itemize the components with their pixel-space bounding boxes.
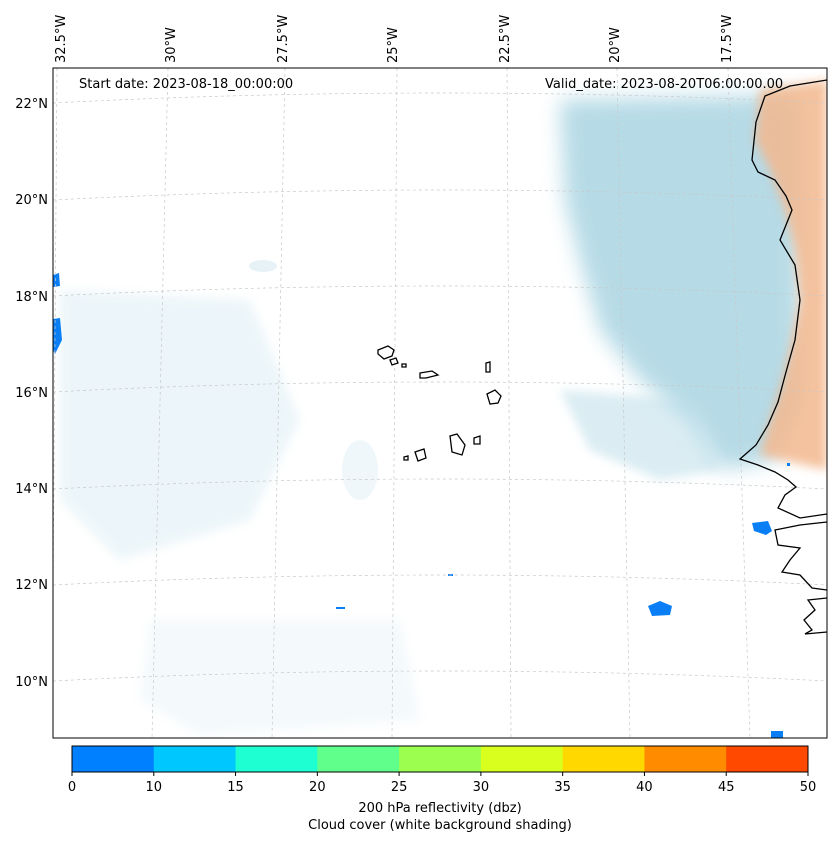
colorbar-tick-label: 20 xyxy=(309,780,326,795)
coastline xyxy=(377,79,827,635)
colorbar-swatch xyxy=(235,746,318,772)
echo-cell xyxy=(771,731,783,738)
santiago-island xyxy=(449,433,466,456)
sal-island xyxy=(485,361,491,373)
colorbar-swatch xyxy=(72,746,155,772)
colorbar-swatch xyxy=(644,746,727,772)
fogo-island xyxy=(414,448,427,462)
colorbar-tick-label: 50 xyxy=(799,780,817,795)
santo-antao-island xyxy=(377,345,395,360)
colorbar-tick-marks xyxy=(71,772,809,776)
colorbar-tick-label: 10 xyxy=(145,780,163,795)
maio-island xyxy=(473,435,481,445)
colorbar-tick-label: 35 xyxy=(554,780,571,795)
sao-vicente-island xyxy=(389,357,399,366)
meridian xyxy=(506,68,512,738)
cloud-cover-shading xyxy=(60,95,800,735)
cloud-patch-south-east xyxy=(560,390,720,480)
cloud-patch-west xyxy=(60,290,300,560)
guinea-bissau-coast xyxy=(803,597,827,635)
lon-label: 30°W xyxy=(164,27,179,63)
start-date-label: Start date: 2023-08-18_00:00:00 xyxy=(79,77,294,92)
lat-label: 22°N xyxy=(15,97,48,112)
parallel xyxy=(53,381,827,393)
colorbar-frame xyxy=(71,745,809,773)
map-frame xyxy=(52,67,828,739)
echo-cell xyxy=(648,601,672,616)
meridian xyxy=(616,68,631,738)
sao-nicolau-island xyxy=(419,370,440,379)
echo-cell xyxy=(53,273,60,287)
cloud-blob-small xyxy=(249,260,277,272)
lon-label: 25°W xyxy=(386,27,401,63)
parallel xyxy=(53,285,827,297)
meridian xyxy=(727,68,751,738)
land-reflectivity-shading xyxy=(755,80,827,470)
parallel xyxy=(53,574,827,586)
lon-label: 17.5°W xyxy=(720,14,735,63)
lat-label: 12°N xyxy=(15,578,48,593)
lon-label: 22.5°W xyxy=(498,14,513,63)
brava-island xyxy=(403,455,409,461)
colorbar-tick-label: 15 xyxy=(227,780,244,795)
lat-label: 18°N xyxy=(15,290,48,305)
valid-date-label: Valid_date: 2023-08-20T06:00:00.00 xyxy=(545,77,784,92)
parallel xyxy=(53,189,827,201)
meridian xyxy=(151,68,169,738)
colorbar-tick-label: 45 xyxy=(717,780,735,795)
lat-label: 20°N xyxy=(15,193,48,208)
colorbar-tick-label: 40 xyxy=(636,780,653,795)
lon-label: 27.5°W xyxy=(276,14,291,63)
parallel xyxy=(53,92,827,104)
west-africa-coast xyxy=(738,79,827,519)
lon-label: 32.5°W xyxy=(54,14,69,63)
colorbar-swatch xyxy=(399,746,482,772)
echo-cell xyxy=(336,607,345,609)
echo-cell xyxy=(752,521,772,535)
colorbar-tick-label: 0 xyxy=(67,780,77,795)
gambia-casamance-coast xyxy=(774,521,827,591)
colorbar-swatch xyxy=(480,746,564,772)
lat-label: 16°N xyxy=(15,386,48,401)
echo-cell xyxy=(787,463,790,466)
meridian xyxy=(391,68,398,738)
colorbar-title: 200 hPa reflectivity (dbz) xyxy=(358,801,522,816)
colorbar-subtitle: Cloud cover (white background shading) xyxy=(308,818,572,833)
cloud-mass-east xyxy=(560,95,800,470)
colorbar-swatch xyxy=(726,746,809,772)
colorbar-swatch xyxy=(153,746,237,772)
boa-vista-island xyxy=(486,389,502,405)
colorbar-swatch xyxy=(562,746,645,772)
colorbar xyxy=(72,746,809,772)
lon-label: 20°W xyxy=(608,27,623,63)
reflectivity-echoes xyxy=(53,273,790,738)
colorbar-swatch xyxy=(317,746,400,772)
cloud-patch-south xyxy=(140,620,420,735)
cloud-blob-centre xyxy=(342,440,378,500)
graticule xyxy=(53,68,827,738)
lat-label: 10°N xyxy=(15,675,48,690)
parallel xyxy=(53,670,827,682)
meridian xyxy=(271,68,286,738)
lat-label: 14°N xyxy=(15,482,48,497)
santa-luzia-island xyxy=(401,363,407,368)
parallel xyxy=(53,478,827,490)
colorbar-tick-label: 30 xyxy=(472,780,490,795)
colorbar-tick-label: 25 xyxy=(390,780,408,795)
